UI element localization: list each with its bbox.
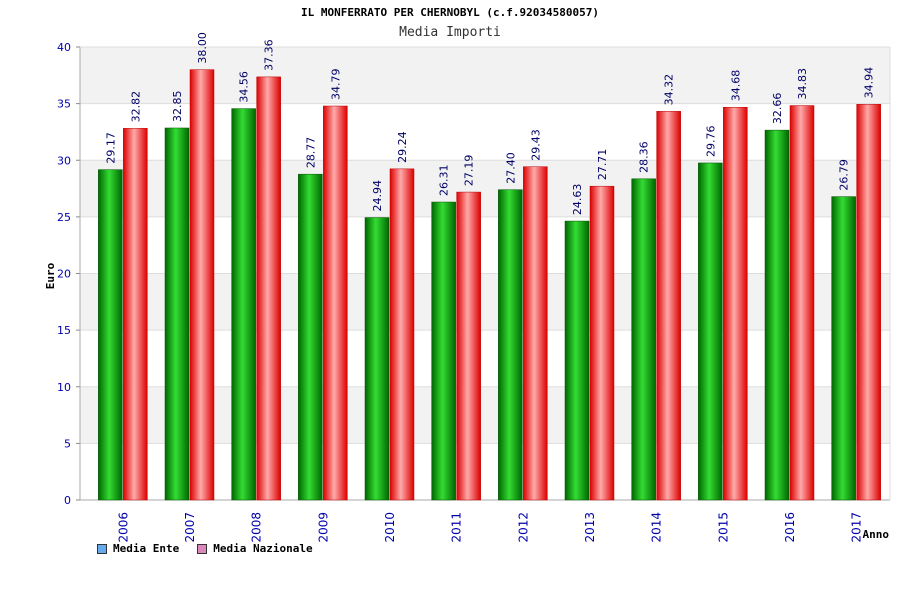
bar-media-nazionale [389, 168, 415, 501]
x-tick-label: 2007 [183, 512, 197, 543]
chart-subtitle: Media Importi [399, 25, 501, 40]
y-tick-label: 40 [57, 41, 71, 54]
x-tick-label: 2011 [450, 512, 464, 543]
x-tick-label: 2009 [316, 512, 330, 543]
data-label: 26.31 [438, 165, 451, 197]
bar-media-ente [498, 189, 523, 501]
data-label: 28.77 [304, 137, 317, 169]
x-tick-label: 2014 [650, 512, 664, 543]
x-tick-label: 2012 [516, 512, 530, 543]
data-label: 38.00 [196, 32, 209, 64]
data-label: 29.76 [704, 125, 717, 157]
bar-media-nazionale [789, 105, 815, 501]
data-label: 34.32 [663, 74, 676, 106]
bar-media-ente [431, 201, 456, 501]
data-label: 37.36 [263, 39, 276, 71]
bar-media-nazionale [456, 191, 481, 501]
chart-title: IL MONFERRATO PER CHERNOBYL (c.f.9203458… [300, 6, 599, 19]
data-label: 32.82 [129, 91, 142, 123]
data-label: 34.56 [238, 71, 251, 103]
data-label: 34.94 [863, 67, 876, 99]
y-tick-label: 35 [57, 98, 71, 111]
data-label: 32.66 [771, 93, 784, 125]
x-tick-label: 2006 [116, 512, 130, 543]
y-tick-label: 20 [57, 268, 71, 281]
bar-media-ente [698, 162, 723, 501]
x-tick-label: 2013 [583, 512, 597, 543]
legend-swatch-nazionale [197, 543, 208, 554]
bar-media-ente [564, 220, 590, 501]
bar-media-nazionale [256, 76, 281, 501]
bar-media-ente [231, 108, 256, 501]
data-label: 26.79 [838, 159, 851, 191]
bar-media-nazionale [656, 111, 681, 501]
grid-band [80, 160, 890, 217]
bar-media-nazionale [189, 69, 215, 501]
y-tick-label: 10 [57, 381, 71, 394]
bar-media-ente [98, 169, 123, 501]
data-label: 34.83 [796, 68, 809, 100]
bar-media-nazionale [856, 104, 881, 501]
bar-media-ente [364, 217, 390, 501]
bar-media-nazionale [323, 105, 348, 501]
y-axis-label: Euro [44, 262, 57, 289]
y-tick-label: 25 [57, 211, 71, 224]
x-tick-label: 2008 [250, 512, 264, 543]
y-tick-label: 5 [64, 437, 71, 450]
grid-band [80, 47, 890, 104]
x-tick-label: 2015 [716, 512, 730, 543]
legend: Media Ente Media Nazionale [97, 542, 313, 555]
data-label: 28.36 [638, 141, 651, 173]
data-label: 34.79 [329, 69, 342, 101]
x-axis-label: Anno [863, 528, 890, 541]
legend-label-ente: Media Ente [113, 542, 180, 555]
bar-media-nazionale [123, 128, 148, 501]
bar-media-nazionale [723, 106, 748, 501]
data-label: 27.19 [463, 155, 476, 187]
y-tick-label: 0 [64, 494, 71, 507]
legend-label-nazionale: Media Nazionale [213, 542, 313, 555]
data-label: 29.17 [104, 132, 117, 164]
data-label: 32.85 [171, 90, 184, 122]
bar-media-nazionale [589, 185, 615, 501]
data-label: 27.71 [596, 149, 609, 181]
legend-item-ente: Media Ente [97, 542, 179, 555]
bar-media-ente [631, 178, 656, 501]
data-label: 34.68 [729, 70, 742, 102]
data-label: 24.63 [571, 184, 584, 216]
legend-swatch-ente [97, 543, 107, 554]
y-tick-label: 30 [57, 154, 71, 167]
grid-band [80, 386, 890, 444]
x-tick-label: 2017 [850, 512, 864, 543]
data-label: 29.43 [529, 129, 542, 161]
x-tick-label: 2010 [383, 512, 397, 543]
bar-media-ente [764, 129, 790, 501]
bar-media-ente [164, 127, 190, 501]
legend-item-nazionale: Media Nazionale [197, 542, 313, 555]
x-tick-label: 2016 [783, 512, 797, 543]
data-label: 24.94 [371, 180, 384, 212]
data-label: 29.24 [396, 131, 409, 163]
bar-media-nazionale [523, 166, 548, 501]
grid-band [80, 273, 890, 331]
bar-media-ente [831, 196, 856, 501]
bar-media-ente [298, 173, 323, 501]
y-tick-label: 15 [57, 324, 71, 337]
data-label: 27.40 [504, 152, 517, 184]
